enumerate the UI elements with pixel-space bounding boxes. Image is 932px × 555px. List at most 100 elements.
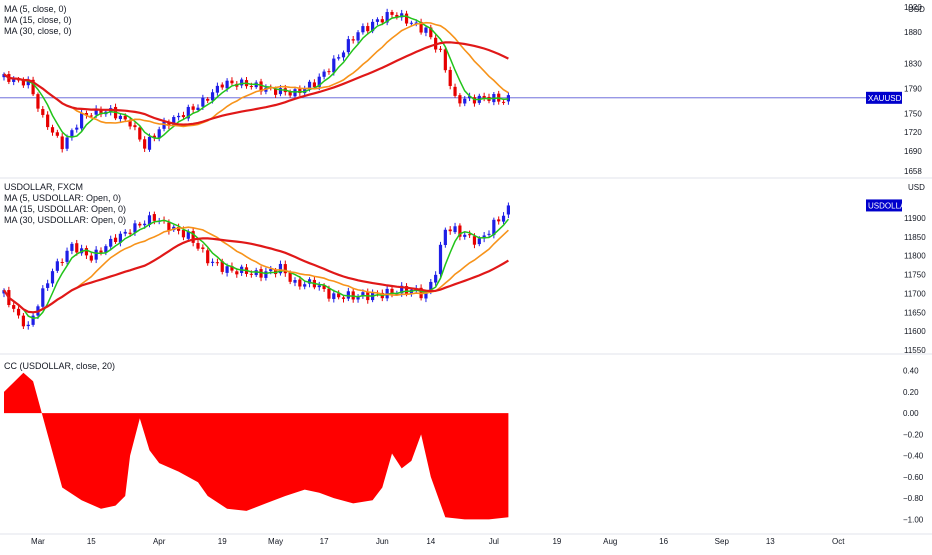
- time-tick-label: 16: [659, 537, 668, 546]
- xauusd-candle-body: [201, 97, 205, 107]
- xauusd-candle-body: [366, 26, 370, 32]
- xauusd-candle-body: [351, 39, 355, 41]
- xauusd-candle-body: [196, 107, 200, 111]
- usdollar-ytick-label: 11800: [904, 252, 926, 261]
- xauusd-candle-body: [501, 101, 506, 103]
- usdollar-candle-body: [303, 284, 307, 287]
- time-tick-label: Mar: [31, 537, 45, 546]
- usdollar-legend-item: USDOLLAR, FXCM: [4, 182, 83, 192]
- xauusd-candle-body: [157, 129, 161, 139]
- time-axis[interactable]: Mar 15 Apr 19 May 17 Jun 14 Jul 19 Aug 16 Sep 13 Oct: [31, 537, 845, 546]
- xauusd-candle-body: [143, 139, 147, 149]
- usdollar-candle-body: [94, 249, 98, 260]
- usdollar-candle-body: [453, 226, 457, 233]
- usdollar-candle-body: [41, 288, 45, 307]
- usdollar-candle-body: [21, 315, 25, 327]
- usdollar-candle-body: [177, 226, 181, 231]
- xauusd-candle-body: [70, 130, 74, 138]
- usdollar-ytick-label: 11600: [904, 327, 926, 336]
- xauusd-candle-body: [94, 108, 98, 115]
- usdollar-candle-body: [307, 279, 312, 284]
- usdollar-candle-body: [487, 233, 491, 235]
- time-tick-label: 15: [87, 537, 96, 546]
- xauusd-candle-body: [409, 22, 413, 24]
- xauusd-candle-body: [312, 82, 316, 88]
- usdollar-candle-body: [298, 279, 302, 287]
- xauusd-candle-body: [186, 106, 190, 119]
- xauusd-candle-body: [12, 79, 16, 82]
- xauusd-candle-body: [133, 125, 137, 128]
- time-tick-label: 19: [218, 537, 227, 546]
- xauusd-candle-body: [128, 120, 132, 127]
- xauusd-candle-body: [50, 127, 55, 133]
- usdollar-candle-body: [128, 232, 132, 234]
- xauusd-candle-body: [118, 115, 122, 120]
- usdollar-candle-body: [84, 248, 89, 256]
- xauusd-candle-body: [65, 137, 69, 149]
- xauusd-candle-body: [468, 96, 472, 99]
- usdollar-candle-body: [506, 205, 510, 215]
- usdollar-candle-body: [12, 305, 16, 309]
- usdollar-candle-body: [356, 296, 360, 300]
- usdollar-candle-body: [210, 261, 215, 263]
- xauusd-candle-body: [147, 136, 152, 150]
- xauusd-candle-body: [506, 95, 510, 102]
- xauusd-legend-item: MA (5, close, 0): [4, 4, 67, 14]
- xauusd-candle-body: [424, 27, 428, 33]
- time-tick-label: Jul: [489, 537, 499, 546]
- xauusd-candle-body: [414, 22, 418, 24]
- xauusd-candle-body: [400, 13, 404, 18]
- xauusd-candle-body: [356, 32, 360, 41]
- xauusd-ytick-label: 1690: [904, 147, 922, 156]
- time-tick-label: Oct: [832, 537, 845, 546]
- usdollar-candle-body: [16, 308, 21, 316]
- usdollar-candle-body: [225, 266, 229, 273]
- xauusd-ma5-line: [3, 15, 509, 140]
- xauusd-candle-body: [390, 11, 394, 15]
- xauusd-candle-body: [123, 115, 127, 120]
- usdollar-candle-body: [55, 261, 59, 271]
- xauusd-candle-body: [21, 79, 25, 86]
- usdollar-pane[interactable]: 11550 11600 11650 11700 11750 11800 11850 11900…: [0, 182, 932, 355]
- usdollar-candle-body: [191, 231, 195, 243]
- usdollar-candle-body: [215, 262, 219, 264]
- usdollar-candle-body: [152, 214, 156, 221]
- cc-ytick-label: −1.00: [903, 515, 924, 524]
- usdollar-candle-body: [26, 324, 30, 327]
- usdollar-candle-body: [220, 261, 224, 272]
- time-tick-label: 19: [552, 537, 561, 546]
- xauusd-candle-body: [191, 106, 195, 110]
- usdollar-ytick-label: 11650: [904, 308, 926, 317]
- xauusd-candle-body: [327, 71, 331, 73]
- cc-ytick-label: 0.40: [903, 367, 919, 376]
- xauusd-candle-body: [215, 85, 219, 93]
- time-tick-label: 14: [426, 537, 435, 546]
- usdollar-candle-body: [429, 281, 433, 292]
- usdollar-candle-body: [472, 236, 477, 245]
- xauusd-ma30-line: [3, 41, 509, 126]
- usdollar-price-tag: [866, 199, 902, 212]
- usdollar-candle-body: [50, 271, 55, 284]
- usdollar-candle-body: [346, 291, 350, 299]
- xauusd-candle-body: [41, 109, 45, 115]
- usdollar-candle-body: [337, 293, 341, 298]
- usdollar-candle-body: [147, 215, 152, 225]
- cc-pane[interactable]: 0.40 0.20 0.00 −0.20 −0.40 −0.60 −0.80 −1.00 CC …: [0, 361, 932, 535]
- xauusd-candle-body: [404, 13, 409, 24]
- xauusd-candle-body: [375, 19, 380, 22]
- usdollar-candle-body: [317, 285, 321, 288]
- usdollar-candle-body: [249, 273, 253, 275]
- cc-ytick-label: −0.40: [903, 452, 924, 461]
- xauusd-candle-body: [472, 97, 477, 104]
- usdollar-ma15-line: [3, 226, 509, 314]
- usdollar-ytick-label: 11750: [904, 271, 926, 280]
- usdollar-candle-body: [118, 233, 122, 243]
- usdollar-candle-body: [361, 292, 365, 297]
- xauusd-ytick-label: 1880: [904, 28, 922, 37]
- usdollar-candle-body: [424, 291, 428, 299]
- xauusd-candle-body: [303, 88, 307, 94]
- usdollar-candle-body: [99, 250, 103, 253]
